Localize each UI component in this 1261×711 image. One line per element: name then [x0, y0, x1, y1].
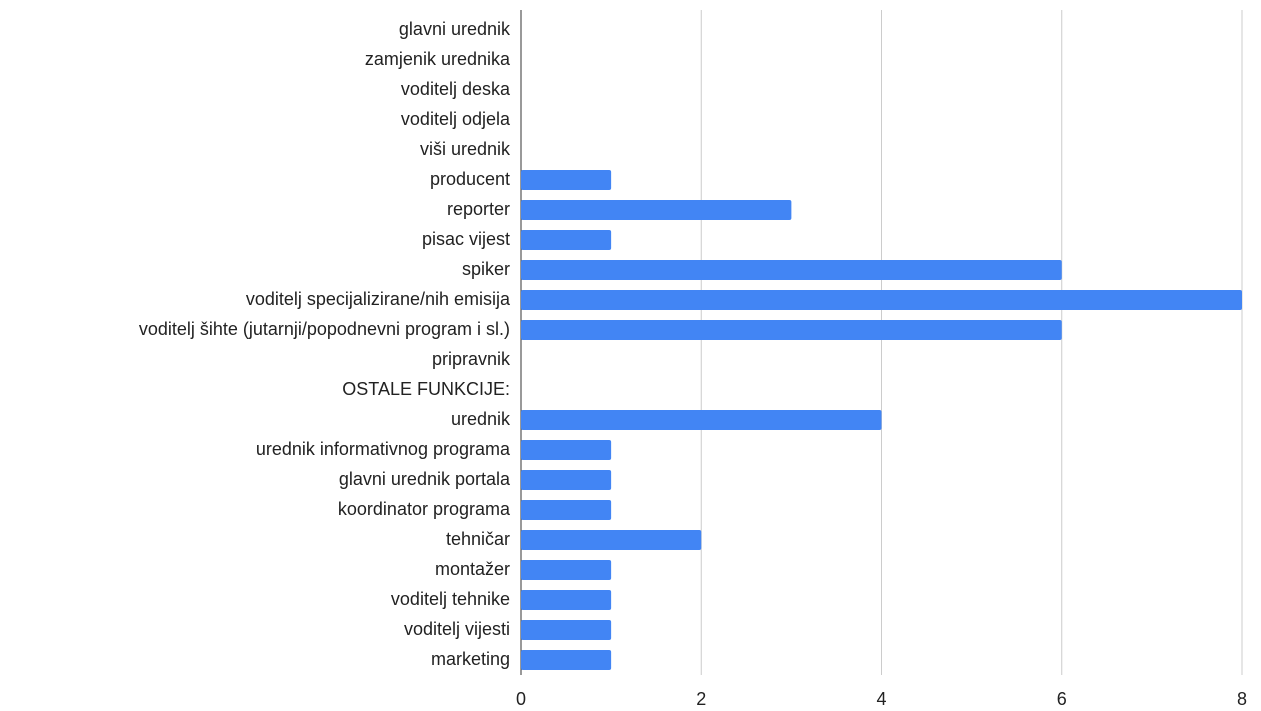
bar — [521, 170, 612, 190]
x-tick-label: 6 — [1057, 689, 1067, 709]
bar — [521, 560, 612, 580]
bar — [521, 200, 792, 220]
bar — [521, 440, 612, 460]
y-tick-label: tehničar — [446, 529, 510, 549]
y-tick-label: urednik informativnog programa — [256, 439, 511, 459]
y-tick-label: OSTALE FUNKCIJE: — [342, 379, 510, 399]
y-tick-label: producent — [430, 169, 510, 189]
bar — [521, 410, 882, 430]
y-tick-label: voditelj deska — [401, 79, 511, 99]
bar — [521, 290, 1242, 310]
y-tick-label: voditelj specijalizirane/nih emisija — [246, 289, 511, 309]
bar — [521, 230, 612, 250]
bar — [521, 260, 1062, 280]
x-tick-label: 4 — [876, 689, 886, 709]
y-tick-label: koordinator programa — [338, 499, 511, 519]
y-tick-label: voditelj šihte (jutarnji/popodnevni prog… — [139, 319, 510, 339]
y-tick-label: voditelj odjela — [401, 109, 511, 129]
y-tick-label: glavni urednik portala — [339, 469, 511, 489]
bar — [521, 320, 1062, 340]
y-tick-label: glavni urednik — [399, 19, 511, 39]
y-tick-label: pisac vijest — [422, 229, 510, 249]
y-tick-label: reporter — [447, 199, 510, 219]
bar — [521, 590, 612, 610]
y-tick-label: zamjenik urednika — [365, 49, 511, 69]
y-tick-label: pripravnik — [432, 349, 511, 369]
x-tick-label: 2 — [696, 689, 706, 709]
y-tick-label: montažer — [435, 559, 510, 579]
y-tick-label: viši urednik — [420, 139, 511, 159]
bar — [521, 530, 702, 550]
y-tick-label: marketing — [431, 649, 510, 669]
y-tick-label: spiker — [462, 259, 510, 279]
y-tick-label: voditelj tehnike — [391, 589, 510, 609]
bar — [521, 500, 612, 520]
bar — [521, 470, 612, 490]
bar — [521, 650, 612, 670]
x-tick-label: 8 — [1237, 689, 1247, 709]
bar — [521, 620, 612, 640]
y-tick-label: urednik — [451, 409, 511, 429]
x-tick-label: 0 — [516, 689, 526, 709]
y-tick-label: voditelj vijesti — [404, 619, 510, 639]
